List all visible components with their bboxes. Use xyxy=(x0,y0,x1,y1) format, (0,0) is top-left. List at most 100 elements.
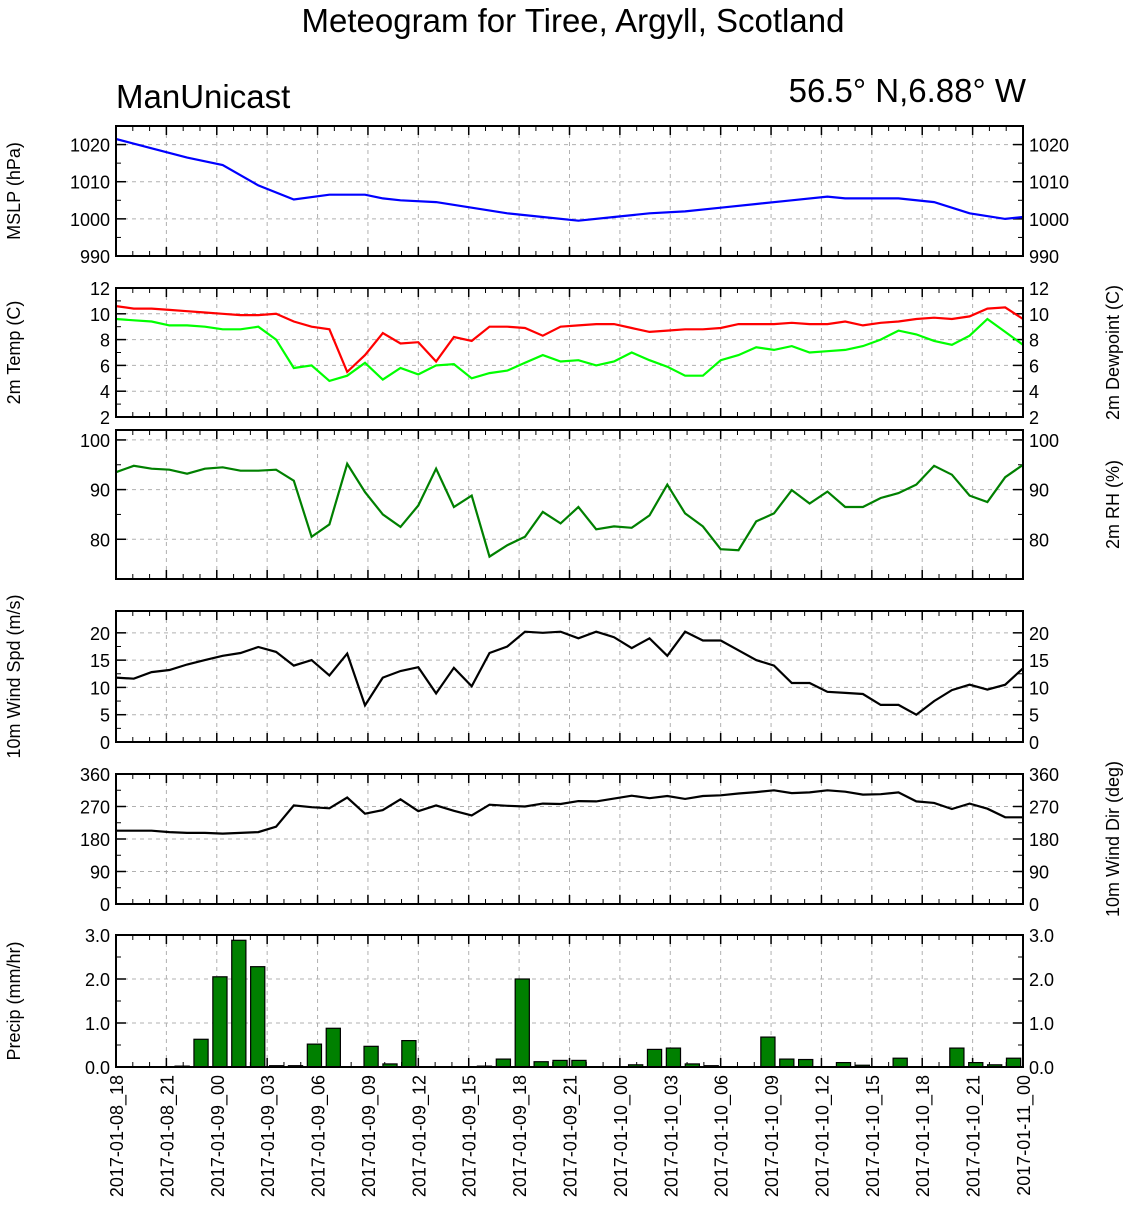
precip-bar xyxy=(495,1058,512,1068)
model-name: ManUnicast xyxy=(116,78,291,115)
precip-bar xyxy=(949,1047,965,1068)
panel-frame xyxy=(115,429,1024,580)
y-tick-label-left: 990 xyxy=(80,247,110,267)
y-tick-label-left: 3.0 xyxy=(85,926,110,946)
precip-bar xyxy=(1005,1057,1022,1068)
precip-bar xyxy=(798,1058,814,1068)
series-line xyxy=(115,317,1024,383)
x-tick-label: 2017-01-08_18 xyxy=(107,1075,128,1197)
precip-bar xyxy=(325,1027,341,1068)
y-axis-label-left: Precip (mm/hr) xyxy=(4,941,24,1060)
y-tick-label-left: 20 xyxy=(90,624,110,644)
y-tick-label-right: 90 xyxy=(1029,863,1049,883)
y-tick-label-left: 6 xyxy=(100,356,110,376)
y-tick-label-left: 270 xyxy=(80,798,110,818)
x-tick-label: 2017-01-08_21 xyxy=(157,1075,178,1197)
y-tick-label-right: 100 xyxy=(1029,431,1059,451)
y-tick-label-right: 20 xyxy=(1029,624,1049,644)
y-tick-label-left: 100 xyxy=(80,431,110,451)
y-tick-label-left: 15 xyxy=(90,651,110,671)
precip-bar xyxy=(193,1038,209,1068)
y-tick-label-right: 0 xyxy=(1029,733,1039,753)
y-tick-label-left: 10 xyxy=(90,305,110,325)
precip-bar xyxy=(779,1058,795,1068)
y-axis-label-right: 10m Wind Dir (deg) xyxy=(1103,761,1123,917)
panel-frame xyxy=(115,287,1024,418)
y-tick-label-left: 1.0 xyxy=(85,1014,110,1034)
y-tick-label-left: 10 xyxy=(90,678,110,698)
y-tick-label-left: 5 xyxy=(100,706,110,726)
y-tick-label-right: 3.0 xyxy=(1029,926,1054,946)
y-tick-label-left: 0 xyxy=(100,895,110,915)
y-tick-label-right: 2 xyxy=(1029,408,1039,428)
y-tick-label-right: 360 xyxy=(1029,765,1059,785)
precip-bar xyxy=(760,1036,776,1068)
y-axis-label-left: MSLP (hPa) xyxy=(4,142,24,240)
y-tick-label-left: 90 xyxy=(90,481,110,501)
precip-bar xyxy=(892,1057,908,1068)
x-tick-label: 2017-01-10_21 xyxy=(964,1075,985,1197)
precip-bar xyxy=(212,976,228,1068)
x-tick-label: 2017-01-09_15 xyxy=(460,1075,481,1197)
y-tick-label-left: 80 xyxy=(90,530,110,550)
y-tick-label-left: 2.0 xyxy=(85,970,110,990)
x-tick-label: 2017-01-10_09 xyxy=(762,1075,783,1197)
x-tick-label: 2017-01-09_12 xyxy=(409,1075,430,1197)
y-tick-label-right: 5 xyxy=(1029,706,1039,726)
y-axis-label-right: 2m Dewpoint (C) xyxy=(1103,285,1123,420)
y-tick-label-left: 12 xyxy=(90,279,110,299)
precip-bar xyxy=(250,966,266,1068)
x-tick-label: 2017-01-10_18 xyxy=(913,1075,934,1197)
x-tick-label: 2017-01-10_06 xyxy=(712,1075,733,1197)
series-line xyxy=(115,630,1024,717)
x-tick-label: 2017-01-10_00 xyxy=(611,1075,632,1197)
y-tick-label-right: 10 xyxy=(1029,678,1049,698)
precip-bar xyxy=(665,1047,682,1068)
x-tick-label: 2017-01-11_00 xyxy=(1014,1075,1035,1196)
series-line xyxy=(115,137,1024,222)
y-tick-label-left: 0 xyxy=(100,733,110,753)
y-tick-label-right: 990 xyxy=(1029,247,1059,267)
y-tick-label-right: 12 xyxy=(1029,279,1049,299)
x-tick-label: 2017-01-09_21 xyxy=(561,1075,582,1197)
y-tick-label-right: 1.0 xyxy=(1029,1014,1054,1034)
precip-bar xyxy=(231,939,247,1068)
panel-frame xyxy=(115,934,1024,1068)
y-tick-label-left: 90 xyxy=(90,863,110,883)
y-tick-label-right: 4 xyxy=(1029,382,1039,402)
x-tick-label: 2017-01-09_03 xyxy=(258,1075,279,1197)
y-tick-label-right: 1020 xyxy=(1029,136,1069,156)
x-tick-label: 2017-01-09_09 xyxy=(359,1075,380,1197)
y-tick-label-left: 1010 xyxy=(70,173,110,193)
x-tick-label: 2017-01-10_12 xyxy=(812,1075,833,1197)
y-tick-label-right: 2.0 xyxy=(1029,970,1054,990)
y-axis-label-right: 2m RH (%) xyxy=(1103,460,1123,549)
x-tick-label: 2017-01-09_06 xyxy=(309,1075,330,1197)
y-tick-label-right: 8 xyxy=(1029,331,1039,351)
panel-frame xyxy=(115,125,1024,257)
y-tick-label-right: 0 xyxy=(1029,895,1039,915)
y-axis-label-left: 2m Temp (C) xyxy=(4,301,24,405)
series-line xyxy=(116,789,1023,835)
x-tick-label: 2017-01-09_00 xyxy=(208,1075,229,1197)
y-tick-label-left: 1020 xyxy=(70,136,110,156)
y-tick-label-right: 1010 xyxy=(1029,173,1069,193)
y-tick-label-right: 180 xyxy=(1029,830,1059,850)
precip-bar xyxy=(306,1043,323,1068)
y-tick-label-left: 360 xyxy=(80,765,110,785)
precip-bar xyxy=(363,1045,379,1068)
x-tick-label: 2017-01-10_15 xyxy=(863,1075,884,1197)
y-tick-label-right: 6 xyxy=(1029,356,1039,376)
page-title: Meteogram for Tiree, Argyll, Scotland xyxy=(301,2,845,39)
y-tick-label-right: 1000 xyxy=(1029,210,1069,230)
panel-frame xyxy=(115,610,1024,743)
panel-frame xyxy=(115,773,1024,905)
y-tick-label-right: 80 xyxy=(1029,530,1049,550)
y-tick-label-right: 270 xyxy=(1029,798,1059,818)
y-tick-label-left: 180 xyxy=(80,830,110,850)
x-tick-label: 2017-01-09_18 xyxy=(510,1075,531,1197)
y-axis-label-left: 10m Wind Spd (m/s) xyxy=(4,594,24,758)
y-tick-label-left: 1000 xyxy=(70,210,110,230)
y-tick-label-right: 0.0 xyxy=(1029,1058,1054,1078)
